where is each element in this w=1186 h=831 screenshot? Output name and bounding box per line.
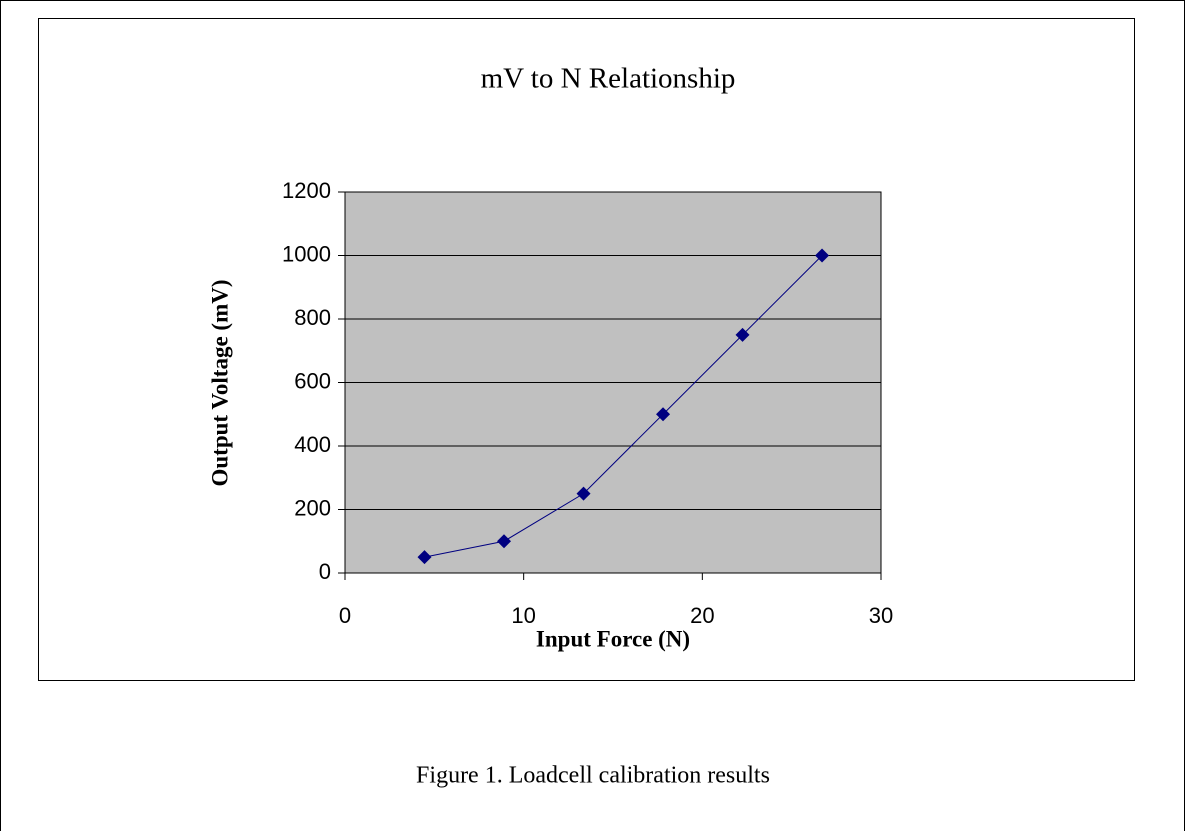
- y-tick-label: 200: [294, 495, 331, 520]
- y-tick-label: 800: [294, 305, 331, 330]
- data-point: [417, 550, 432, 565]
- y-axis-label: Output Voltage (mV): [207, 279, 232, 486]
- caption: Figure 1. Loadcell calibration results: [416, 763, 770, 789]
- x-tick-label: 30: [869, 603, 893, 628]
- y-tick-label: 400: [294, 432, 331, 457]
- y-tick-label: 600: [294, 368, 331, 393]
- x-tick-label: 0: [339, 603, 351, 628]
- plot-border: [344, 191, 882, 574]
- x-axis-label: Input Force (N): [536, 626, 690, 651]
- x-tick-label: 20: [690, 603, 714, 628]
- data-point: [656, 407, 671, 422]
- data-point: [735, 327, 750, 342]
- y-tick-label: 0: [319, 559, 331, 584]
- y-tick-label: 1200: [282, 178, 331, 203]
- data-point: [497, 534, 512, 549]
- x-tick-label: 10: [511, 603, 535, 628]
- y-tick-label: 1000: [282, 241, 331, 266]
- data-line: [424, 255, 823, 558]
- data-point: [576, 486, 591, 501]
- chart-title: mV to N Relationship: [481, 63, 736, 95]
- data-point: [815, 248, 830, 263]
